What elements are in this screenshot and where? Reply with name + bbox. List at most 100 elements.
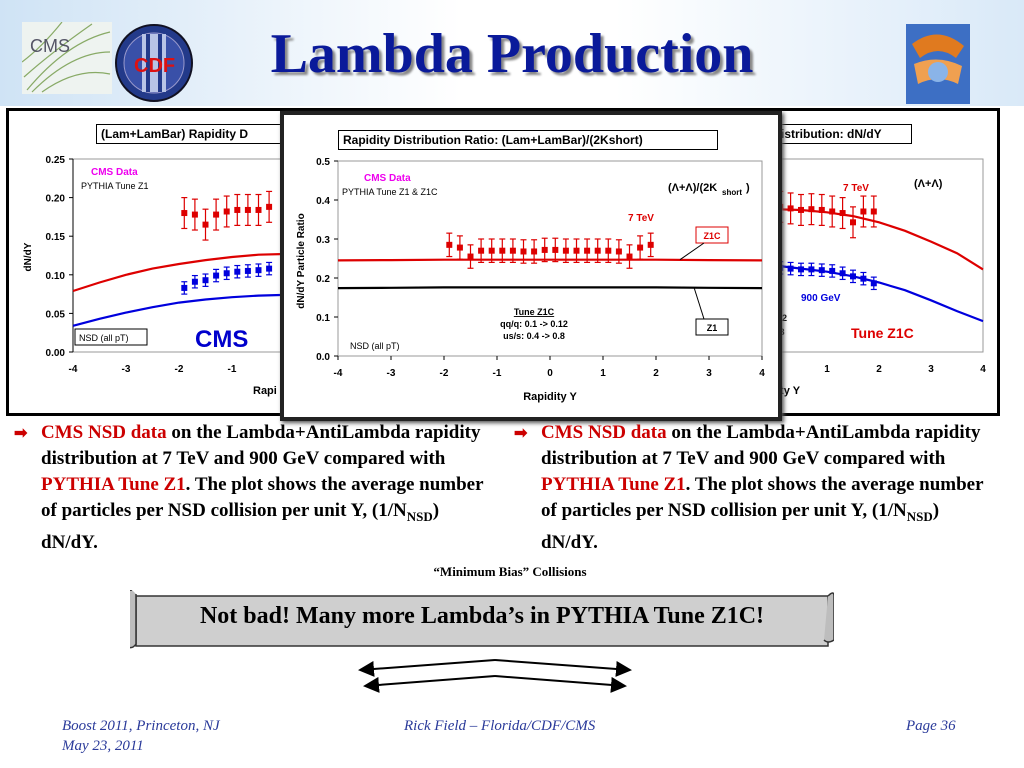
right-curve-3 — [774, 264, 984, 323]
left-data-point — [202, 277, 209, 284]
inset-z1-box-label: Z1 — [707, 323, 718, 333]
bullet-left: ➡ CMS NSD data on the Lambda+AntiLambda … — [14, 420, 494, 553]
inset-data-point — [552, 246, 559, 253]
right-data-point — [870, 208, 877, 215]
right-data-point — [870, 280, 877, 287]
left-y-tick-label: 0.05 — [46, 309, 66, 320]
inset-data-point — [562, 247, 569, 254]
right-x-tick-label: 3 — [928, 364, 934, 375]
left-data-point — [234, 268, 241, 275]
left-y-axis-title: dN/dY — [23, 242, 34, 271]
inset-x-tick-label: 3 — [706, 368, 712, 379]
inset-y-axis-title: dN/dY Particle Ratio — [296, 213, 307, 308]
right-data-point — [829, 267, 836, 274]
inset-ratio-label-sub: short — [722, 188, 742, 197]
bullet-right-red: CMS NSD data — [541, 422, 667, 443]
inset-plot-area — [337, 160, 763, 357]
inset-nsd-label: NSD (all pT) — [350, 341, 400, 351]
minimum-bias-label: “Minimum Bias” Collisions — [433, 564, 587, 579]
right-data-point — [839, 270, 846, 277]
left-x-tick-label: -2 — [175, 364, 184, 375]
left-y-tick-label: 0.00 — [46, 348, 66, 359]
inset-x-tick-label: -2 — [440, 368, 449, 379]
bullet-right-red2: PYTHIA Tune Z1 — [541, 474, 686, 495]
inset-x-tick-label: -1 — [493, 368, 502, 379]
inset-x-tick-label: 4 — [759, 368, 765, 379]
left-cms-big-label: CMS — [195, 326, 248, 353]
right-data-point — [829, 208, 836, 215]
bullet-right-text3: ) dN/dY. — [541, 500, 940, 553]
cdf-logo-text: CDF — [134, 55, 175, 77]
bullet-right-text1: on the Lambda+AntiLambda rapidity distri… — [541, 422, 981, 469]
left-x-tick-label: -1 — [228, 364, 237, 375]
left-data-point — [266, 265, 273, 272]
left-y-tick-label: 0.10 — [46, 271, 66, 282]
right-curve-2 — [774, 208, 984, 271]
inset-y-tick-label: 0.0 — [316, 352, 330, 363]
bullet-left-red: CMS NSD data — [41, 422, 167, 443]
inset-y-tick-label: 0.2 — [316, 274, 330, 285]
right-x-tick-label: 2 — [876, 364, 882, 375]
left-data-point — [202, 221, 209, 228]
right-7tev-label: 7 TeV — [843, 183, 869, 194]
inset-cms-data-label: CMS Data — [364, 173, 411, 184]
inset-ratio-label: (Λ+Λ)/(2K — [668, 182, 717, 194]
inset-data-point — [626, 253, 633, 260]
inset-x-tick-label: 2 — [653, 368, 659, 379]
bullet-left-text3: ) dN/dY. — [41, 500, 440, 553]
inset-x-axis-title: Rapidity Y — [523, 391, 577, 403]
left-data-point — [191, 211, 198, 218]
inset-data-point — [520, 248, 527, 255]
inset-curve-1 — [337, 258, 763, 262]
right-lambda-label: (Λ+Λ) — [914, 178, 943, 190]
bullet-left-text1: on the Lambda+AntiLambda rapidity distri… — [41, 422, 481, 469]
inset-data-point — [573, 247, 580, 254]
inset-y-tick-label: 0.1 — [316, 313, 330, 324]
left-curve-2 — [72, 252, 286, 293]
inset-z1-pointer — [693, 287, 705, 320]
inset-data-point — [594, 247, 601, 254]
left-data-point — [255, 267, 262, 274]
collision-arrows-icon — [358, 659, 632, 693]
slide-title: Lambda Production — [270, 23, 754, 85]
right-data-point — [787, 205, 794, 212]
left-cms-data-label: CMS Data — [91, 167, 138, 178]
inset-data-point — [584, 247, 591, 254]
scroll-shape-icon — [125, 589, 835, 649]
inset-data-point — [647, 241, 654, 248]
footer-left-line1: Boost 2011, Princeton, NJ — [62, 718, 220, 734]
inset-ratio-label-end: ) — [746, 182, 750, 194]
bullet-right-sub: NSD — [906, 508, 933, 524]
left-data-point — [244, 206, 251, 213]
right-plot-area — [774, 158, 984, 353]
left-data-point — [223, 208, 230, 215]
right-x-tick-label: 4 — [980, 364, 986, 375]
florida-logo-icon — [906, 24, 970, 104]
footer-left-line2: May 23, 2011 — [62, 738, 144, 754]
footer-center: Rick Field – Florida/CDF/CMS — [404, 718, 596, 734]
inset-tune-block-line1: qq/q: 0.1 -> 0.12 — [500, 319, 568, 329]
inset-z1-box — [695, 318, 729, 336]
cms-logo: CMS — [21, 21, 112, 94]
left-data-point — [213, 272, 220, 279]
inset-z1c-box-label: Z1C — [703, 231, 721, 241]
left-x-tick-label: -3 — [122, 364, 131, 375]
left-data-point — [213, 211, 220, 218]
inset-data-point — [499, 247, 506, 254]
inset-data-point — [509, 247, 516, 254]
arrow-bullet-icon: ➡ — [14, 425, 28, 442]
banner-text: Not bad! Many more Lambda’s in PYTHIA Tu… — [199, 603, 765, 629]
cdf-logo: CDF — [112, 22, 196, 104]
left-tune-label: PYTHIA Tune Z1 — [81, 181, 149, 191]
inset-data-point — [541, 246, 548, 253]
inset-chart-title: Rapidity Distribution Ratio: (Lam+LamBar… — [338, 130, 718, 150]
left-y-tick-label: 0.20 — [46, 194, 66, 205]
inset-frame: 0.0 0.1 0.2 0.3 0.4 0.5 -4 -3 -2 -1 0 1 2 3 4 Rapidity … — [280, 111, 782, 421]
inset-data-point — [637, 244, 644, 251]
right-tune-label: Tune Z1C — [851, 325, 914, 341]
inset-tune-block-line2: us/s: 0.4 -> 0.8 — [503, 331, 565, 341]
left-data-point — [181, 284, 188, 291]
inset-y-tick-label: 0.5 — [316, 157, 330, 168]
footer-page: Page 36 — [906, 718, 956, 734]
right-data-point — [808, 206, 815, 213]
